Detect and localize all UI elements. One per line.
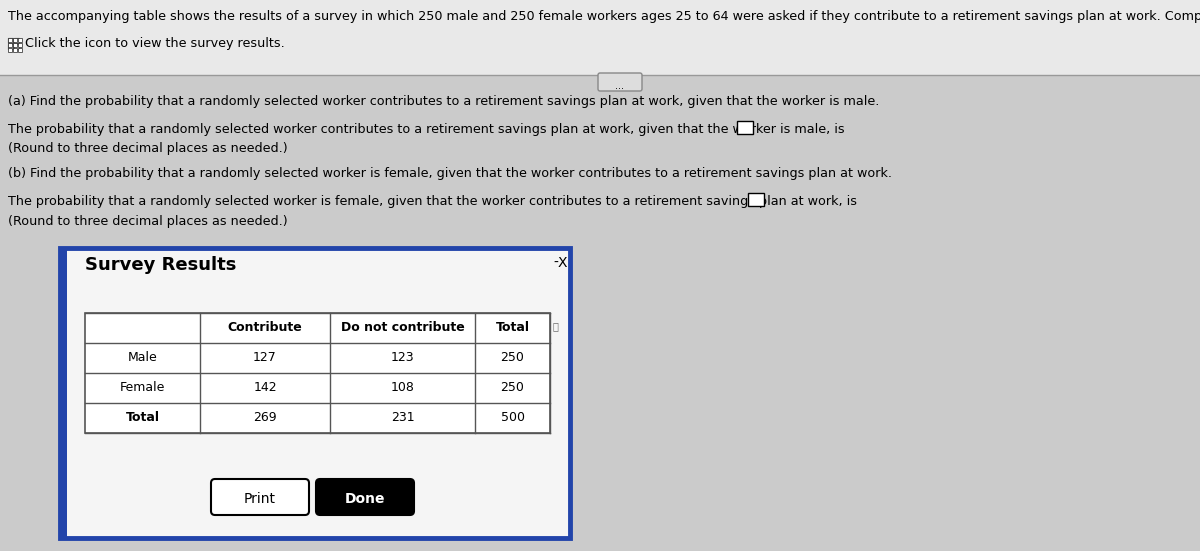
Text: Do not contribute: Do not contribute: [341, 321, 464, 334]
Text: ...: ...: [616, 81, 624, 91]
Text: (Round to three decimal places as needed.): (Round to three decimal places as needed…: [8, 142, 288, 155]
FancyBboxPatch shape: [748, 193, 764, 206]
Text: (a) Find the probability that a randomly selected worker contributes to a retire: (a) Find the probability that a randomly…: [8, 95, 880, 108]
FancyBboxPatch shape: [85, 313, 550, 433]
FancyBboxPatch shape: [8, 44, 13, 49]
FancyBboxPatch shape: [211, 479, 310, 515]
FancyBboxPatch shape: [60, 248, 67, 538]
FancyBboxPatch shape: [18, 43, 22, 47]
Text: Survey Results: Survey Results: [85, 256, 236, 274]
Text: 500: 500: [500, 411, 524, 424]
Polygon shape: [0, 0, 1200, 75]
Text: 142: 142: [253, 381, 277, 394]
Text: ⎘: ⎘: [553, 321, 559, 331]
FancyBboxPatch shape: [60, 248, 570, 538]
FancyBboxPatch shape: [13, 38, 17, 42]
Text: Total: Total: [126, 411, 160, 424]
Text: Male: Male: [127, 351, 157, 364]
FancyBboxPatch shape: [8, 48, 12, 52]
FancyBboxPatch shape: [18, 48, 22, 52]
FancyBboxPatch shape: [737, 121, 754, 134]
Text: The probability that a randomly selected worker contributes to a retirement savi: The probability that a randomly selected…: [8, 123, 845, 136]
Text: The accompanying table shows the results of a survey in which 250 male and 250 f: The accompanying table shows the results…: [8, 10, 1200, 23]
FancyBboxPatch shape: [8, 43, 12, 47]
FancyBboxPatch shape: [14, 38, 19, 43]
Text: Print: Print: [244, 492, 276, 506]
Text: Done: Done: [344, 492, 385, 506]
FancyBboxPatch shape: [18, 38, 22, 42]
FancyBboxPatch shape: [13, 43, 17, 47]
Text: 108: 108: [390, 381, 414, 394]
Text: Contribute: Contribute: [228, 321, 302, 334]
FancyBboxPatch shape: [8, 38, 13, 43]
Text: 127: 127: [253, 351, 277, 364]
Text: 231: 231: [391, 411, 414, 424]
FancyBboxPatch shape: [316, 479, 414, 515]
Polygon shape: [0, 75, 1200, 551]
FancyBboxPatch shape: [14, 44, 19, 49]
Text: Click the icon to view the survey results.: Click the icon to view the survey result…: [25, 37, 284, 50]
Text: 250: 250: [500, 351, 524, 364]
FancyBboxPatch shape: [598, 73, 642, 91]
Text: 123: 123: [391, 351, 414, 364]
FancyBboxPatch shape: [8, 38, 12, 42]
Text: 269: 269: [253, 411, 277, 424]
Text: Total: Total: [496, 321, 529, 334]
Text: The probability that a randomly selected worker is female, given that the worker: The probability that a randomly selected…: [8, 195, 857, 208]
Text: (b) Find the probability that a randomly selected worker is female, given that t: (b) Find the probability that a randomly…: [8, 167, 892, 180]
Text: (Round to three decimal places as needed.): (Round to three decimal places as needed…: [8, 215, 288, 228]
FancyBboxPatch shape: [13, 48, 17, 52]
Text: Female: Female: [120, 381, 166, 394]
Text: X: X: [558, 256, 568, 270]
Text: -: -: [553, 256, 558, 270]
Text: 250: 250: [500, 381, 524, 394]
